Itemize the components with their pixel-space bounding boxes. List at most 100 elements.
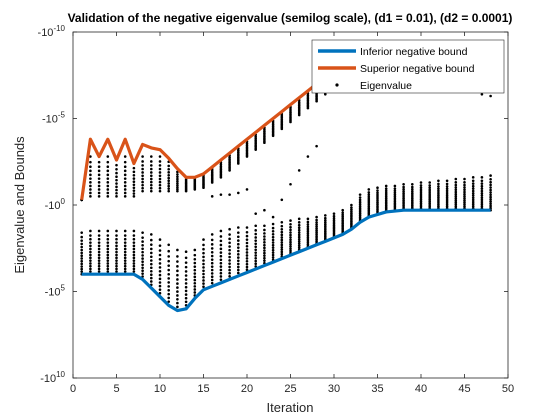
eigen-point-17 [80,251,83,255]
eigen-point-1159 [463,188,466,192]
eigen-point-331 [184,285,188,289]
y-tick-label-0: -10-10 [38,24,66,39]
eigen-point-37 [89,229,92,233]
eigen-point-848 [358,204,362,208]
eigen-point-21 [80,262,83,266]
eigen-point-461 [228,259,231,262]
eigen-point-261 [167,164,170,168]
eigen-point-1160 [463,190,466,194]
eigen-point-466 [228,275,231,278]
eigen-point-30 [89,173,92,177]
eigen-point-95 [106,250,110,254]
eigen-point-50 [89,270,92,273]
eigen-point-276 [167,268,170,272]
x-tick-label-0: 0 [70,383,76,395]
eigen-point-19 [80,257,83,260]
eigen-point-14 [80,242,83,246]
eigen-point-1214 [480,194,484,197]
eigen-point-143 [123,237,127,241]
eigen-point-1086 [437,199,440,203]
eigen-point-67 [97,244,101,248]
eigen-point-664 [297,226,301,230]
eigen-point-1077 [437,179,440,183]
eigen-point-672 [297,244,301,247]
eigen-point-621 [280,252,284,256]
eigen-point-201 [141,260,144,264]
eigen-point-531 [254,224,257,228]
eigen-point-85 [106,184,110,188]
eigen-point-947 [393,184,397,188]
x-tick-label-2: 10 [154,383,166,395]
eigen-point-228 [150,269,153,273]
eigen-point-154 [123,270,127,273]
eigen-point-239 [158,174,162,178]
eigen-point-1244 [489,202,492,206]
eigen-point-870 [367,191,371,194]
eigen-point-102 [106,270,110,273]
eigen-point-543 [254,262,257,266]
x-tick-label-1: 5 [113,383,119,395]
eigen-point-975 [402,187,405,191]
eigen-point-1030 [419,192,423,196]
eigen-point-1245 [489,204,492,208]
eigen-point-55 [97,169,101,173]
eigen-point-479 [237,226,240,229]
eigen-point-148 [123,253,127,257]
eigen-point-117 [115,237,118,241]
eigen-point-300 [176,265,179,268]
eigen-point-69 [97,250,101,254]
eigen-point-379 [202,255,205,259]
eigen-point-741 [324,219,327,222]
eigen-point-412 [210,275,214,278]
eigen-point-926 [384,195,388,199]
eigen-point-65 [97,237,101,241]
eigen-point-292 [176,181,179,185]
eigen-point-87 [106,191,110,195]
eigen-point-92 [106,241,110,244]
eigen-point-1085 [437,197,440,201]
eigen-point-101 [106,267,110,271]
eigen-point-1249 [219,193,223,196]
eigen-point-150 [123,259,127,262]
eigen-point-225 [150,259,153,262]
eigen-point-32 [89,181,92,184]
eigen-point-1027 [419,186,423,190]
eigen-point-641 [289,236,292,239]
eigen-point-1235 [489,180,492,184]
eigen-point-280 [167,285,170,288]
eigen-point-249 [158,257,162,261]
eigen-point-75 [97,267,101,271]
legend[interactable]: Inferior negative bound Superior negativ… [311,39,505,94]
eigen-point-271 [167,243,170,247]
eigen-point-226 [150,262,153,266]
eigen-point-172 [132,247,136,251]
eigen-point-646 [289,247,292,251]
eigen-point-93 [106,244,110,248]
eigen-point-308 [176,298,179,301]
eigen-point-921 [384,184,388,188]
eigen-point-562 [263,241,266,244]
eigen-point-1181 [471,176,475,179]
eigen-point-542 [254,259,257,263]
eigen-point-1155 [463,177,466,181]
eigen-point-144 [123,241,127,244]
eigen-point-432 [219,251,223,254]
eigen-point-852 [358,212,362,215]
eigen-point-23 [80,267,83,271]
eigen-point-902 [376,201,379,204]
eigen-point-305 [176,286,179,289]
eigen-point-608 [280,127,284,131]
eigen-point-1108 [445,191,449,195]
eigen-point-350 [193,253,197,257]
eigen-point-435 [219,261,223,265]
eigen-point-589 [271,241,275,244]
eigen-point-557 [263,224,266,228]
eigen-point-126 [115,264,118,268]
eigen-point-644 [289,243,292,246]
eigen-point-20 [80,259,83,263]
eigen-point-184 [141,164,144,167]
eigen-point-297 [176,248,179,252]
eigen-point-1140 [454,203,458,206]
eigen-point-83 [106,177,110,180]
eigen-point-213 [150,174,153,178]
